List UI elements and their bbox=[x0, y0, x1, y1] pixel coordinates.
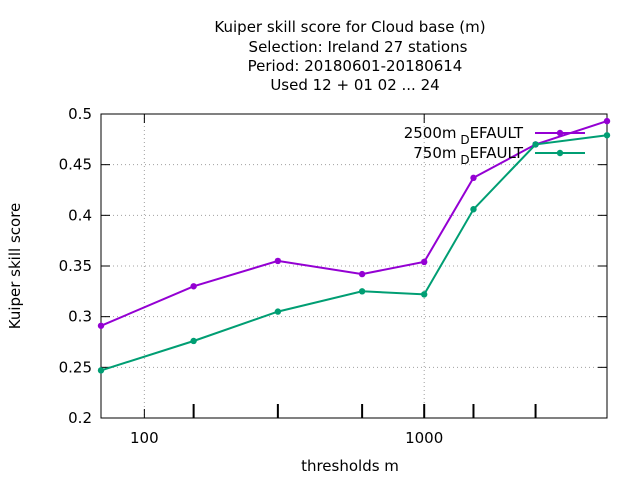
series-line bbox=[100, 134, 608, 372]
data-point bbox=[358, 288, 366, 295]
series-line bbox=[100, 120, 608, 327]
chart-title: Kuiper skill score for Cloud base (m) Se… bbox=[214, 18, 485, 94]
x-axis-label: thresholds m bbox=[301, 457, 399, 475]
series bbox=[97, 132, 611, 374]
grid bbox=[101, 114, 607, 418]
title-line: Kuiper skill score for Cloud base (m) bbox=[214, 18, 485, 36]
x-tick-label: 1000 bbox=[405, 429, 443, 447]
y-axis-label: Kuiper skill score bbox=[6, 203, 24, 330]
y-tick-labels: 0.2 0.25 0.3 0.35 0.4 0.45 0.5 bbox=[59, 105, 92, 427]
y-tick-label: 0.2 bbox=[68, 409, 92, 427]
y-tick-label: 0.25 bbox=[59, 358, 92, 376]
data-point bbox=[603, 117, 611, 125]
x-tick-label: 100 bbox=[130, 429, 159, 447]
data-point bbox=[97, 322, 105, 329]
y-tick-label: 0.3 bbox=[68, 308, 92, 326]
legend-entry: 750m DEFAULT bbox=[413, 144, 585, 167]
data-point bbox=[97, 367, 105, 374]
legend-swatch-point bbox=[556, 129, 564, 137]
y-tick-label: 0.45 bbox=[59, 156, 92, 174]
x-tick-labels: 100 1000 bbox=[130, 429, 443, 447]
data-point bbox=[532, 141, 539, 148]
data-point bbox=[190, 337, 197, 345]
legend-entry: 2500m DEFAULT bbox=[404, 124, 585, 147]
y-tick-label: 0.4 bbox=[68, 206, 92, 224]
legend-label: 750m DEFAULT bbox=[413, 144, 524, 167]
data-point bbox=[420, 291, 428, 298]
title-line: Period: 20180601-20180614 bbox=[248, 57, 463, 75]
series-group bbox=[97, 117, 611, 374]
data-point bbox=[470, 206, 477, 213]
data-point bbox=[274, 257, 282, 265]
data-point bbox=[470, 174, 477, 182]
data-point bbox=[358, 270, 366, 278]
legend-label: 2500m DEFAULT bbox=[404, 124, 524, 147]
title-line: Selection: Ireland 27 stations bbox=[249, 38, 468, 56]
data-point bbox=[420, 258, 428, 266]
legend-swatch-point bbox=[556, 149, 564, 157]
data-point bbox=[190, 283, 197, 290]
axis-ticks bbox=[101, 113, 607, 419]
y-tick-label: 0.5 bbox=[68, 105, 92, 123]
series bbox=[97, 117, 611, 329]
title-line: Used 12 + 01 02 ... 24 bbox=[270, 76, 439, 94]
data-point bbox=[274, 308, 282, 315]
data-point bbox=[603, 132, 611, 139]
y-tick-label: 0.35 bbox=[59, 257, 92, 275]
